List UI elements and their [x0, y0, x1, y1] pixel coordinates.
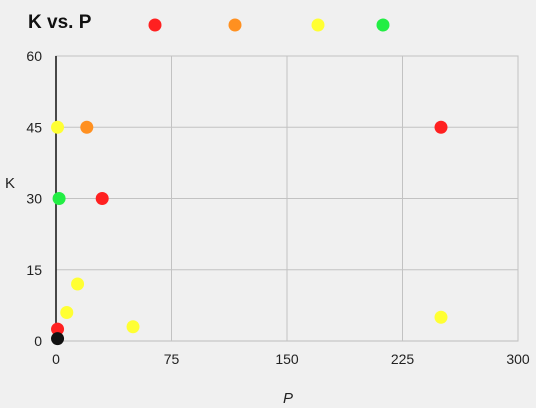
y-axis-ticks: 0 15 30 45 60 — [26, 48, 42, 349]
chart-title: K vs. P — [28, 12, 92, 33]
x-tick-label: 150 — [275, 351, 299, 367]
x-tick-label: 300 — [506, 351, 530, 367]
data-point — [51, 322, 65, 336]
x-tick-label: 0 — [52, 351, 60, 367]
x-tick-label: 75 — [164, 351, 180, 367]
data-point — [126, 320, 140, 334]
x-axis-ticks: 0 75 150 225 300 — [52, 351, 530, 367]
legend-marker — [148, 18, 162, 32]
x-axis-label: P — [283, 390, 293, 407]
y-tick-label: 15 — [26, 262, 42, 278]
data-point — [434, 310, 448, 324]
data-point — [60, 306, 74, 319]
y-tick-label: 30 — [26, 191, 42, 207]
y-axis-label: K — [5, 175, 15, 192]
legend — [148, 18, 390, 32]
data-point — [95, 192, 109, 205]
data-point — [71, 277, 85, 291]
legend-marker — [376, 18, 390, 32]
y-tick-label: 45 — [26, 119, 42, 135]
data-point — [51, 332, 65, 346]
y-tick-label: 60 — [26, 48, 42, 64]
data-point — [52, 192, 66, 205]
data-point — [51, 120, 65, 134]
data-point — [80, 120, 94, 134]
legend-marker — [228, 18, 242, 32]
x-tick-label: 225 — [391, 351, 415, 367]
data-point — [434, 120, 448, 134]
y-tick-label: 0 — [34, 333, 42, 349]
legend-marker — [311, 18, 325, 32]
data-points — [51, 120, 448, 346]
